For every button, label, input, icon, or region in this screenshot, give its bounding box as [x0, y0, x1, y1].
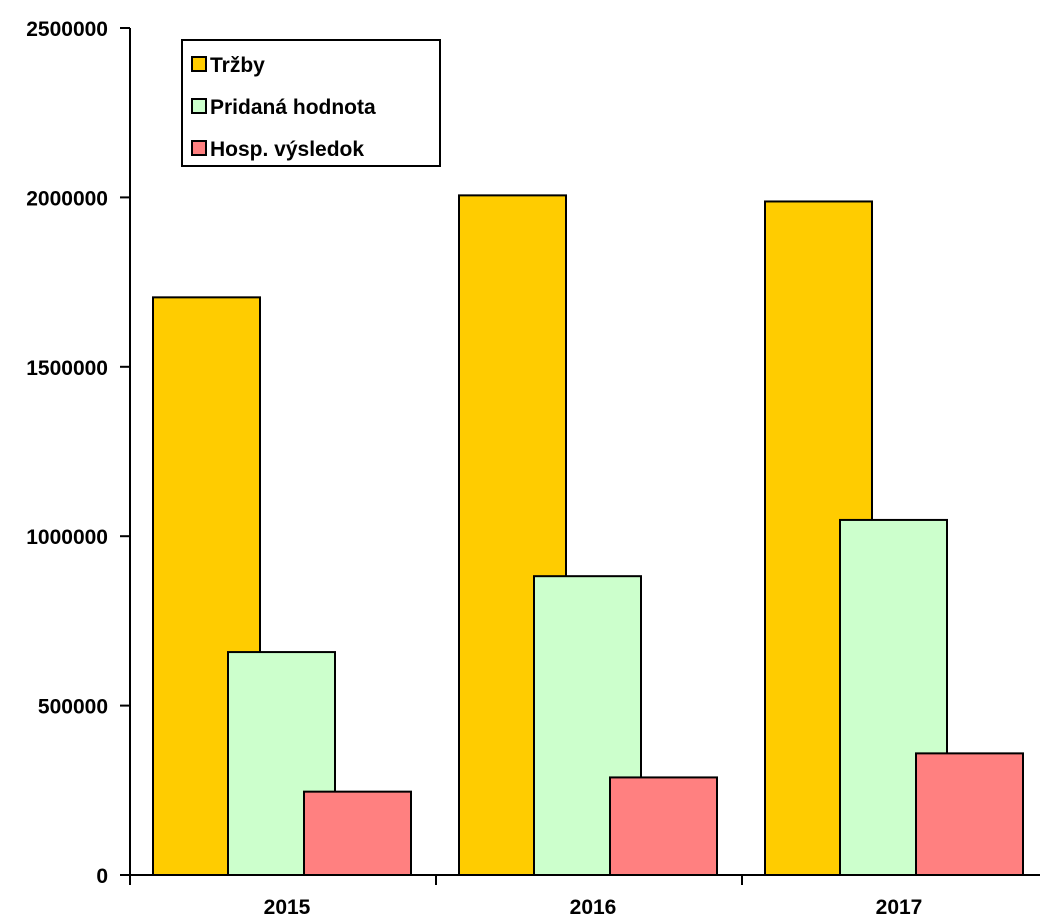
bar-3-2016 — [609, 776, 718, 876]
y-tick-label: 500000 — [38, 696, 108, 719]
axes-layer: 0 500000 1000000 1500000 2000000 2500000 2015 2… — [26, 18, 1040, 919]
legend: Tržby Pridaná hodnota Hosp. výsledok — [181, 39, 441, 167]
bar-3-2015 — [303, 790, 412, 877]
legend-label: Hosp. výsledok — [210, 138, 364, 161]
legend-swatch — [191, 98, 207, 114]
x-tick-label: 2015 — [264, 896, 311, 919]
y-tick-label: 0 — [96, 865, 108, 888]
y-tick-label: 1500000 — [26, 357, 108, 380]
legend-label: Tržby — [210, 54, 265, 77]
legend-swatch — [191, 140, 207, 156]
bars-layer — [152, 194, 1024, 877]
bar-3-2017 — [915, 752, 1024, 876]
x-tick-label: 2017 — [876, 896, 923, 919]
x-tick-label: 2016 — [570, 896, 617, 919]
y-tick-label: 1000000 — [26, 526, 108, 549]
legend-box — [181, 39, 441, 167]
y-tick-label: 2000000 — [26, 187, 108, 210]
legend-label: Pridaná hodnota — [210, 96, 376, 119]
legend-swatch — [191, 56, 207, 72]
y-tick-label: 2500000 — [26, 18, 108, 41]
